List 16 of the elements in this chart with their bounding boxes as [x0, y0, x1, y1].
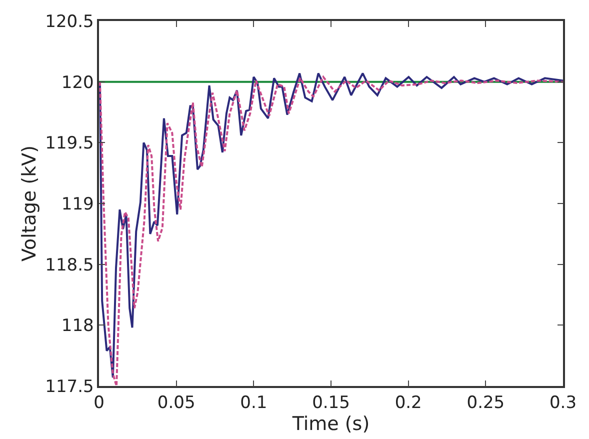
- y-tick-label: 120.5: [45, 12, 94, 32]
- x-tick-label: 0.3: [549, 393, 577, 414]
- x-tick-label: 0.2: [394, 393, 422, 414]
- y-tick-label: 120: [61, 72, 94, 93]
- y-axis-title: Voltage (kV): [18, 145, 41, 262]
- x-axis-title: Time (s): [291, 413, 370, 436]
- x-tick-label: 0.15: [312, 393, 350, 414]
- y-tick-label: 117.5: [45, 376, 94, 397]
- y-tick-label: 118.5: [45, 255, 94, 276]
- x-tick-label: 0: [94, 393, 104, 414]
- y-tick-label: 119.5: [45, 134, 94, 154]
- y-tick-label: 119: [61, 194, 94, 214]
- y-tick-label: 118: [61, 316, 94, 336]
- x-tick-label: 0.05: [157, 393, 196, 414]
- x-tick-label: 0.1: [240, 393, 268, 414]
- x-tick-label: 0.25: [466, 393, 505, 414]
